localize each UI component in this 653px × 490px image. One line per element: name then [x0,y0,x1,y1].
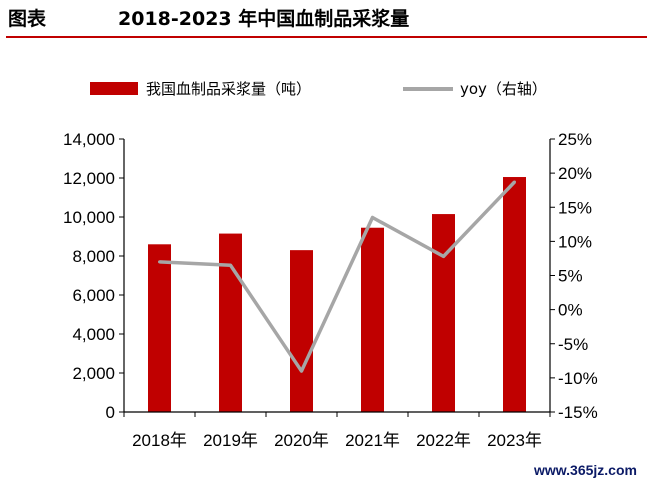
x-tick-label-0: 2018年 [132,431,187,450]
y-right-tick-label-7: 20% [558,164,592,183]
x-tick-label-2: 2020年 [274,431,329,450]
legend-label-bar: 我国血制品采浆量（吨） [146,80,311,98]
y-right-tick-label-8: 25% [558,130,592,149]
figure-label: 图表 [8,8,47,30]
yoy-point-2 [300,369,303,373]
y-right-tick-label-4: 5% [558,267,583,286]
y-right-tick-label-5: 10% [558,232,592,251]
yoy-line [159,180,516,373]
y-left-tick-label-7: 14,000 [63,130,115,149]
plot-area: 0 2,000 4,000 6,000 8,000 10,000 12,000 14,000 -… [63,130,598,450]
x-tick-label-5: 2023年 [487,431,542,450]
yoy-point-1 [229,263,232,267]
y-right-tick-label-2: -5% [558,335,588,354]
y-left-tick-label-1: 2,000 [72,364,115,383]
watermark-text: www.365jz.com [534,462,637,478]
bar-3 [361,227,384,412]
yoy-point-3 [371,215,374,219]
y-right-tick-label-3: 0% [558,301,583,320]
y-right-tick-label-6: 15% [558,198,592,217]
legend-label-line: yoy（右轴） [460,80,547,98]
y-left-tick-label-5: 10,000 [63,208,115,227]
y-right-tick-label-0: -15% [558,403,598,422]
bar-2 [290,250,313,412]
y-right-tick-label-1: -10% [558,369,598,388]
yoy-point-0 [158,260,161,264]
y-left-tick-label-6: 12,000 [63,169,115,188]
x-tick-label-1: 2019年 [203,431,258,450]
bar-4 [432,214,455,412]
y-left-tick-label-2: 4,000 [72,325,115,344]
yoy-point-4 [442,254,445,258]
x-tick-label-3: 2021年 [345,431,400,450]
figure-title: 2018-2023 年中国血制品采浆量 [118,8,410,30]
yoy-point-5 [513,180,516,184]
header-divider [6,36,647,38]
chart-legend: 我国血制品采浆量（吨） yoy（右轴） [90,80,547,98]
y-left-tick-label-0: 0 [106,403,115,422]
y-left-tick-label-3: 6,000 [72,286,115,305]
bar-0 [148,244,171,412]
bar-5 [503,177,526,412]
figure-header: 图表 2018-2023 年中国血制品采浆量 [0,0,653,38]
y-left-tick-label-4: 8,000 [72,247,115,266]
legend-swatch-bar [90,82,138,95]
x-tick-label-4: 2022年 [416,431,471,450]
bar-1 [219,233,242,412]
